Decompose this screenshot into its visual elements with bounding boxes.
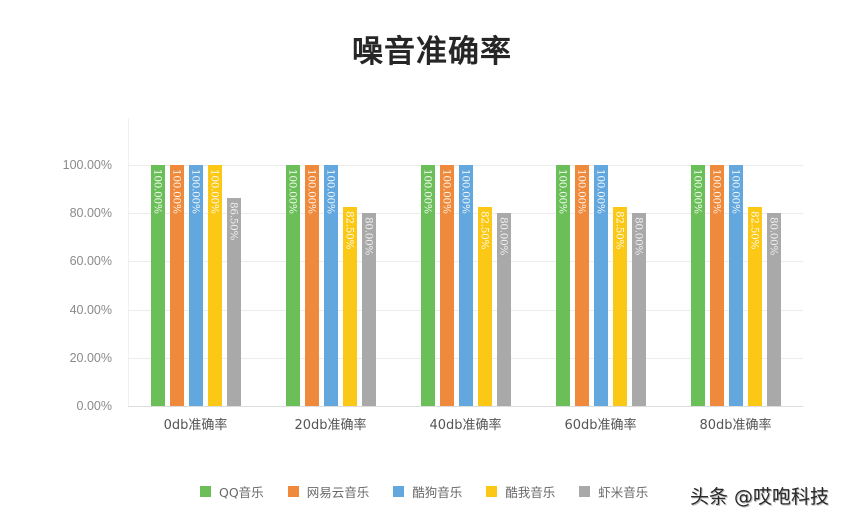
legend-swatch-icon — [486, 485, 498, 497]
bar-value-label: 82.50% — [478, 211, 491, 250]
bar: 80.00% — [496, 213, 511, 406]
legend-swatch-icon — [287, 485, 299, 497]
bar-value-label: 80.00% — [767, 217, 780, 256]
bar: 82.50% — [477, 207, 492, 406]
bar: 100.00% — [728, 165, 743, 406]
bar: 82.50% — [747, 207, 762, 406]
legend-label: 虾米音乐 — [598, 484, 649, 500]
bar-value-label: 100.00% — [286, 169, 299, 214]
bar-value-label: 100.00% — [305, 169, 318, 214]
bar: 100.00% — [593, 165, 608, 406]
legend-item-qq[interactable]: QQ音乐 — [200, 482, 264, 501]
bar-value-label: 100.00% — [440, 169, 453, 214]
bar-value-label: 82.50% — [613, 211, 626, 250]
bar: 100.00% — [207, 165, 222, 406]
bar: 80.00% — [766, 213, 781, 406]
legend-swatch-icon — [393, 485, 405, 497]
bar-value-label: 100.00% — [170, 169, 183, 214]
legend: QQ音乐 网易云音乐 酷狗音乐 酷我音乐 虾米音乐 — [200, 482, 672, 500]
bar-value-label: 80.00% — [632, 217, 645, 256]
bar: 100.00% — [709, 165, 724, 406]
plot-left-border — [128, 118, 129, 406]
bar-value-label: 100.00% — [729, 169, 742, 214]
bar: 100.00% — [458, 165, 473, 406]
bar-value-label: 82.50% — [748, 211, 761, 250]
x-tick: 40db准确率 — [429, 418, 502, 433]
x-tick: 0db准确率 — [163, 418, 228, 433]
y-tick: 100.00% — [62, 158, 112, 172]
bar-value-label: 100.00% — [556, 169, 569, 214]
y-tick: 40.00% — [69, 303, 112, 317]
bar: 100.00% — [323, 165, 338, 406]
bar: 82.50% — [342, 207, 357, 406]
bar-value-label: 80.00% — [497, 217, 510, 256]
bar: 100.00% — [555, 165, 570, 406]
bar: 100.00% — [188, 165, 203, 406]
bar: 80.00% — [631, 213, 646, 406]
bar-value-label: 100.00% — [151, 169, 164, 214]
y-tick: 80.00% — [69, 206, 112, 220]
legend-label: QQ音乐 — [219, 484, 264, 500]
legend-item-kuwo[interactable]: 酷我音乐 — [486, 482, 555, 501]
bar-value-label: 100.00% — [710, 169, 723, 214]
bar-value-label: 100.00% — [189, 169, 202, 214]
y-tick: 20.00% — [69, 351, 112, 365]
bar: 100.00% — [420, 165, 435, 406]
bar-value-label: 100.00% — [594, 169, 607, 214]
legend-item-netease[interactable]: 网易云音乐 — [287, 482, 370, 501]
y-tick: 0.00% — [76, 399, 112, 413]
bar-value-label: 100.00% — [575, 169, 588, 214]
bar: 80.00% — [361, 213, 376, 406]
x-axis-line — [128, 406, 803, 407]
chart-title: 噪音准确率 — [352, 34, 512, 70]
x-tick: 60db准确率 — [564, 418, 637, 433]
bar: 100.00% — [150, 165, 165, 406]
bar-value-label: 80.00% — [362, 217, 375, 256]
bar-value-label: 100.00% — [691, 169, 704, 214]
bar: 100.00% — [574, 165, 589, 406]
legend-label: 酷我音乐 — [505, 484, 556, 500]
bar: 100.00% — [304, 165, 319, 406]
legend-swatch-icon — [200, 485, 211, 497]
bar-value-label: 86.50% — [227, 202, 240, 241]
bar: 82.50% — [612, 207, 627, 406]
bar-value-label: 82.50% — [343, 211, 356, 250]
bar-value-label: 100.00% — [421, 169, 434, 214]
x-tick: 80db准确率 — [699, 418, 772, 433]
y-tick: 60.00% — [69, 254, 112, 268]
bar: 100.00% — [690, 165, 705, 406]
bar: 100.00% — [439, 165, 454, 406]
legend-item-kugou[interactable]: 酷狗音乐 — [393, 482, 462, 501]
bar: 100.00% — [285, 165, 300, 406]
legend-label: 酷狗音乐 — [412, 484, 463, 500]
legend-label: 网易云音乐 — [306, 484, 370, 500]
bar-value-label: 100.00% — [459, 169, 472, 214]
legend-item-xiami[interactable]: 虾米音乐 — [579, 482, 648, 501]
bar: 86.50% — [226, 198, 241, 406]
bar-value-label: 100.00% — [208, 169, 221, 214]
bar: 100.00% — [169, 165, 184, 406]
legend-swatch-icon — [579, 485, 591, 497]
bar-value-label: 100.00% — [324, 169, 337, 214]
x-tick: 20db准确率 — [294, 418, 367, 433]
watermark: 头条 @哎咆科技 — [690, 486, 830, 508]
